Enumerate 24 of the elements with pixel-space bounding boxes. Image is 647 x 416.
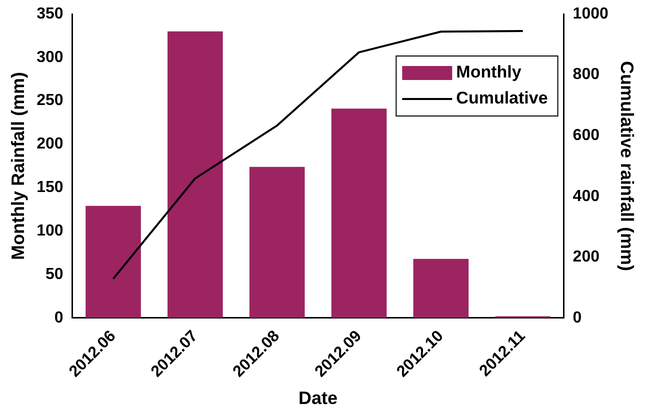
x-axis-title: Date — [298, 388, 338, 408]
bar — [168, 31, 223, 318]
y2-tick-label: 400 — [572, 188, 600, 205]
y-tick-label: 200 — [36, 136, 64, 153]
y-tick-label: 300 — [36, 48, 64, 66]
bar — [86, 206, 141, 318]
y-tick-label: 350 — [36, 5, 64, 22]
bar — [331, 108, 387, 318]
y2-tick-label: 600 — [572, 126, 600, 144]
y2-tick-label: 0 — [572, 309, 582, 326]
y-tick-label: 50 — [46, 266, 64, 283]
legend-label: Monthly — [456, 62, 522, 82]
bar — [413, 258, 469, 318]
bar — [249, 166, 305, 318]
y2-tick-label: 200 — [572, 248, 600, 266]
legend-label: Cumulative — [456, 88, 548, 108]
y2-tick-label: 1000 — [572, 5, 608, 22]
y-axis-title: Monthly Rainfall (mm) — [8, 72, 28, 260]
y-tick-label: 150 — [36, 179, 64, 196]
y2-tick-label: 800 — [572, 66, 600, 84]
y2-axis-title: Cumulative rainfall (mm) — [617, 60, 638, 271]
y-tick-label: 0 — [54, 309, 64, 326]
y-tick-label: 250 — [36, 92, 64, 110]
y-tick-label: 100 — [36, 222, 64, 240]
